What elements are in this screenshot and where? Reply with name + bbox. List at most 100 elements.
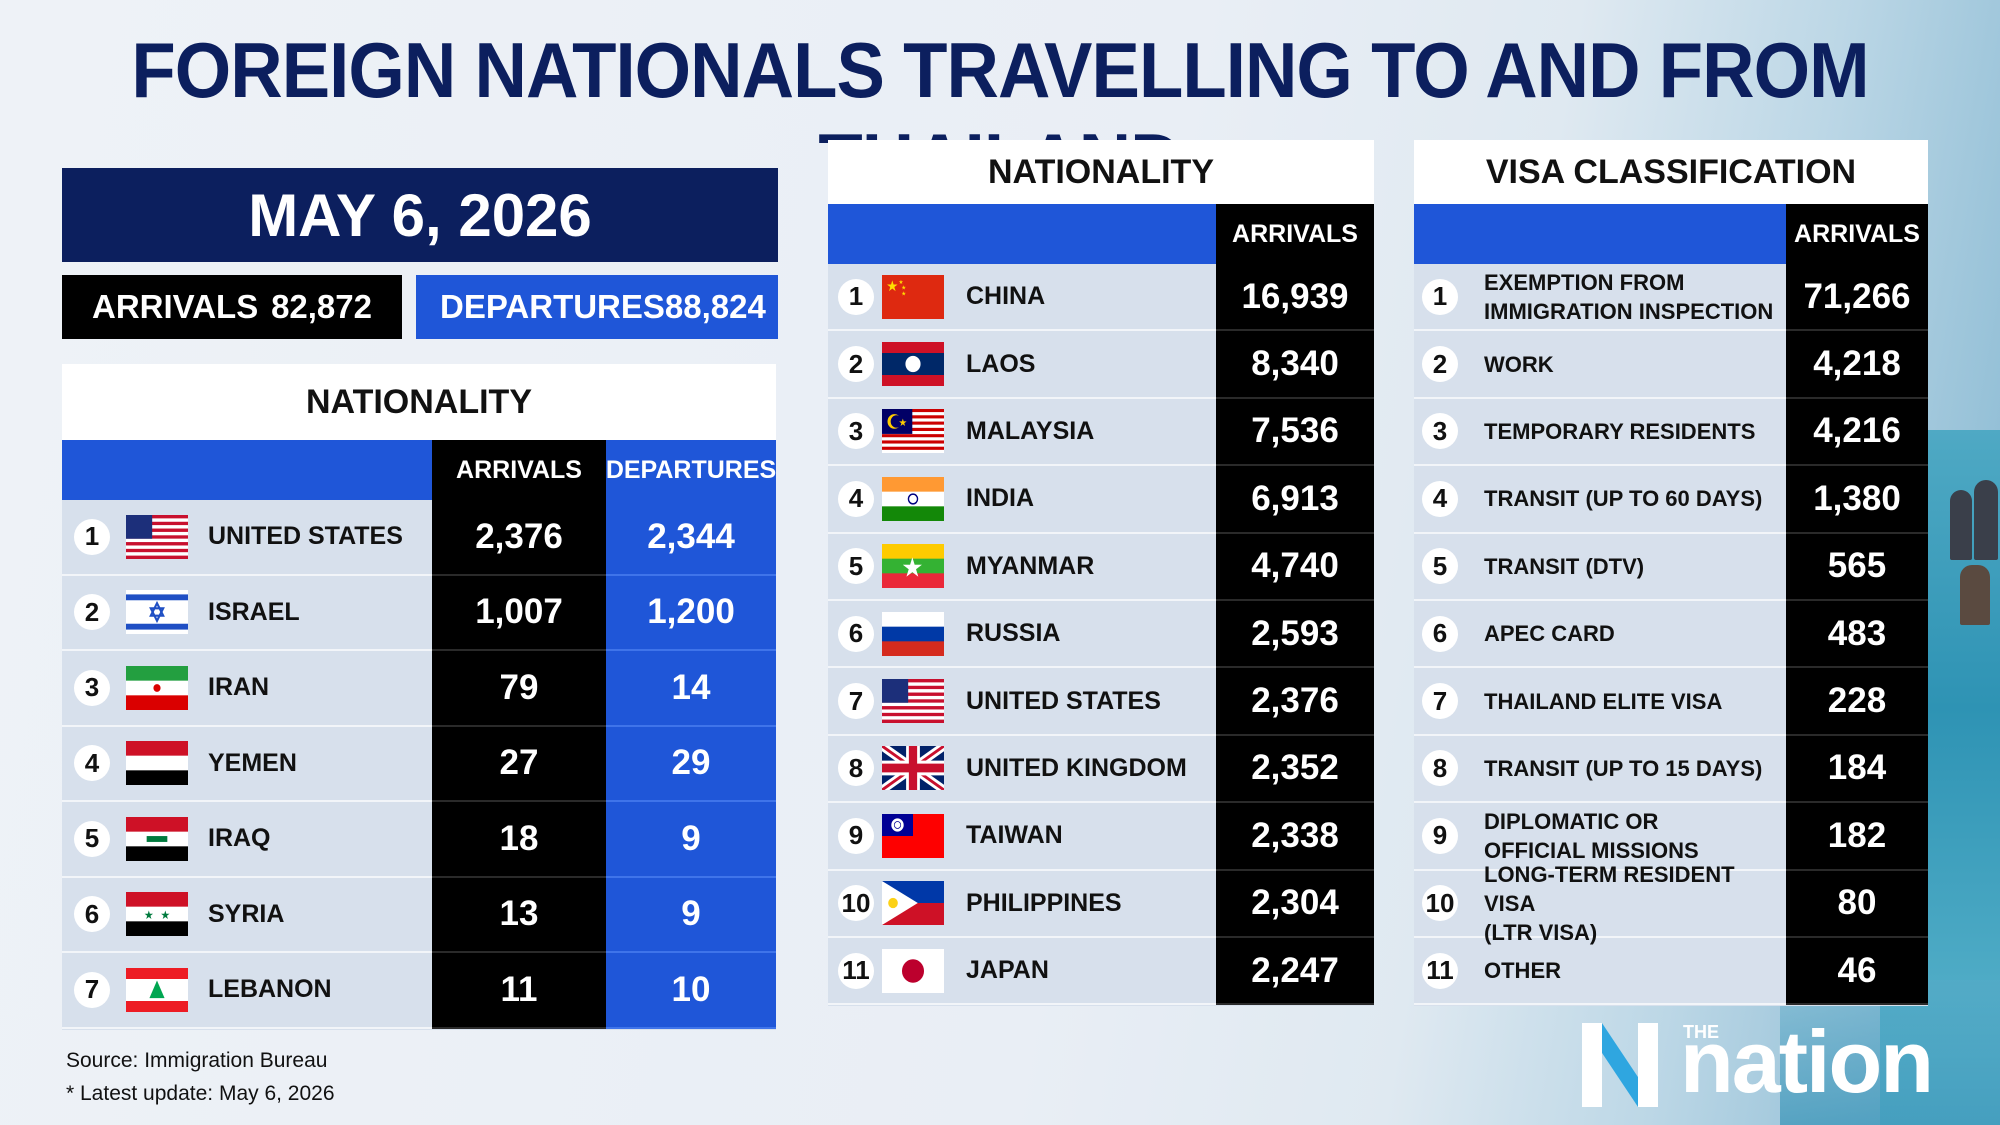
- country-name: JAPAN: [966, 956, 1049, 985]
- table-row: 4 YEMEN: [62, 727, 432, 802]
- myanmar-flag-icon: ★: [882, 544, 944, 589]
- rank-badge: 2: [838, 346, 874, 383]
- united-states-flag-icon: [126, 514, 188, 559]
- flag-wrapper: [882, 948, 944, 993]
- united-states-flag-icon: [882, 679, 944, 724]
- table-row: 1 UNITED STATES: [62, 500, 432, 576]
- arrivals-value: 2,376: [1216, 668, 1374, 736]
- table-row: 4 TRANSIT (UP TO 60 DAYS): [1414, 466, 1786, 534]
- visa-name: TRANSIT (UP TO 15 DAYS): [1484, 754, 1762, 783]
- flag-wrapper: [126, 816, 188, 861]
- svg-text:★: ★: [899, 278, 904, 285]
- table-row: 2 WORK: [1414, 331, 1786, 399]
- lebanon-flag-icon: [126, 967, 188, 1012]
- table-row: 7 UNITED STATES: [828, 668, 1216, 736]
- malaysia-flag-icon: ★: [882, 409, 944, 454]
- rank-badge: 11: [1422, 952, 1458, 989]
- visa-name: EXEMPTION FROM IMMIGRATION INSPECTION: [1484, 268, 1773, 326]
- flag-wrapper: [882, 476, 944, 521]
- rank-badge: 10: [838, 885, 874, 922]
- departures-value: 14: [606, 651, 776, 727]
- table-row: 7 LEBANON: [62, 953, 432, 1029]
- rank-badge: 5: [74, 820, 110, 857]
- country-name: UNITED KINGDOM: [966, 753, 1187, 782]
- rank-badge: 7: [74, 971, 110, 1008]
- update-note: * Latest update: May 6, 2026: [66, 1082, 335, 1105]
- arrivals-value: 16,939: [1216, 264, 1374, 332]
- iran-flag-icon: [126, 665, 188, 710]
- visa-name-line: LONG-TERM RESIDENT VISA: [1484, 861, 1735, 916]
- rank-badge: 7: [1422, 683, 1458, 720]
- arrivals-value: 2,304: [1216, 870, 1374, 938]
- table-row: 9 DIPLOMATIC OR OFFICIAL MISSIONS: [1414, 803, 1786, 871]
- country-name: INDIA: [966, 484, 1035, 513]
- table-row: 1 EXEMPTION FROM IMMIGRATION INSPECTION: [1414, 264, 1786, 332]
- country-name: RUSSIA: [966, 619, 1061, 648]
- visa-name-line: DIPLOMATIC OR: [1484, 808, 1659, 834]
- rank-badge: 9: [1422, 817, 1458, 854]
- visa-name: TRANSIT (DTV): [1484, 552, 1644, 581]
- flag-wrapper: [882, 881, 944, 926]
- rank-badge: 1: [1422, 278, 1458, 315]
- russia-flag-icon: [882, 611, 944, 656]
- arrivals-value: 11: [432, 953, 606, 1029]
- visa-name: OTHER: [1484, 956, 1561, 985]
- middle-table-col-arrivals: ARRIVALS: [1216, 204, 1374, 264]
- table-row: 3 ★ MALAYSIA: [828, 399, 1216, 467]
- flag-wrapper: ★: [882, 544, 944, 589]
- table-row: 9 TAIWAN: [828, 803, 1216, 871]
- japan-flag-icon: [882, 948, 944, 993]
- departures-value: 9: [606, 877, 776, 953]
- country-name: YEMEN: [208, 748, 297, 777]
- left-table-heading: NATIONALITY: [62, 364, 776, 440]
- rank-badge: 4: [74, 745, 110, 782]
- visa-name-line: TRANSIT (UP TO 15 DAYS): [1484, 755, 1763, 781]
- visa-table-header-blank: [1414, 204, 1786, 264]
- visa-table-heading: VISA CLASSIFICATION: [1414, 140, 1928, 204]
- table-row: 2 ISRAEL: [62, 576, 432, 651]
- svg-text:★: ★: [901, 553, 923, 584]
- rank-badge: 7: [838, 683, 874, 720]
- table-row: 11 JAPAN: [828, 938, 1216, 1006]
- rank-badge: 5: [1422, 548, 1458, 585]
- visa-name-line: THAILAND ELITE VISA: [1484, 688, 1723, 714]
- arrivals-total-label: ARRIVALS: [92, 288, 259, 325]
- arrivals-value: 483: [1786, 601, 1928, 669]
- iraq-flag-icon: [126, 816, 188, 861]
- rank-badge: 1: [74, 518, 110, 555]
- left-table-header-blank: [62, 440, 432, 500]
- table-row: 6 RUSSIA: [828, 601, 1216, 669]
- country-name: TAIWAN: [966, 821, 1063, 850]
- svg-text:★: ★: [901, 290, 906, 297]
- table-row: 5 TRANSIT (DTV): [1414, 534, 1786, 601]
- departures-value: 1,200: [606, 575, 776, 651]
- arrivals-value: 13: [432, 877, 606, 953]
- syria-flag-icon: ★ ★: [126, 892, 188, 937]
- arrivals-value: 7,536: [1216, 398, 1374, 467]
- table-row: 3 TEMPORARY RESIDENTS: [1414, 399, 1786, 467]
- arrivals-value: 182: [1786, 803, 1928, 871]
- country-name: IRAQ: [208, 824, 271, 853]
- departures-value: 10: [606, 953, 776, 1029]
- departures-total-box: DEPARTURES 88,824: [416, 275, 778, 339]
- logo-the: THE: [1683, 1022, 1719, 1042]
- rank-badge: 3: [838, 413, 874, 450]
- country-name: SYRIA: [208, 899, 285, 928]
- background-people: [1940, 470, 2000, 670]
- arrivals-value: 2,376: [432, 500, 606, 576]
- arrivals-value: 27: [432, 726, 606, 802]
- arrivals-value: 1,007: [432, 575, 606, 651]
- visa-name-line: IMMIGRATION INSPECTION: [1484, 298, 1774, 324]
- country-name: MALAYSIA: [966, 416, 1095, 445]
- arrivals-value: 18: [432, 802, 606, 878]
- rank-badge: 2: [74, 594, 110, 631]
- table-row: 7 THAILAND ELITE VISA: [1414, 668, 1786, 736]
- country-name: CHINA: [966, 282, 1046, 311]
- flag-wrapper: [126, 967, 188, 1012]
- arrivals-value: 2,352: [1216, 735, 1374, 804]
- rank-badge: 6: [1422, 615, 1458, 652]
- flag-wrapper: [882, 679, 944, 724]
- rank-badge: 6: [838, 615, 874, 652]
- middle-table-header-blank: [828, 204, 1216, 264]
- arrivals-value: 228: [1786, 668, 1928, 736]
